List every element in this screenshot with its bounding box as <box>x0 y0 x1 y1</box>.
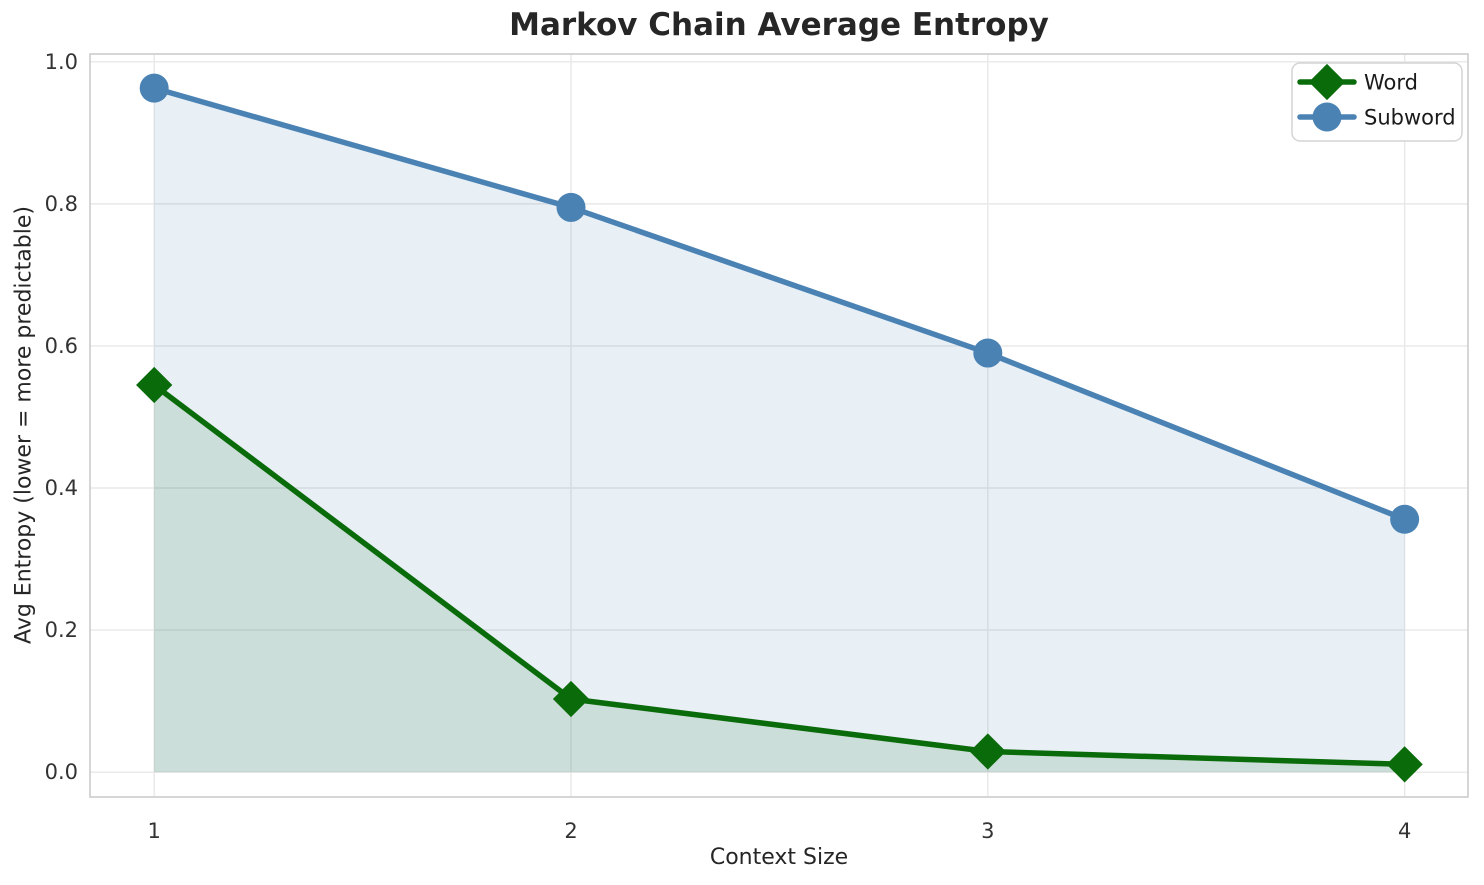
legend-label-word: Word <box>1364 71 1418 95</box>
marker-subword-4 <box>1390 504 1420 534</box>
x-tick-label-4: 4 <box>1398 819 1411 843</box>
y-tick-label-1.0: 1.0 <box>45 50 78 74</box>
y-tick-label-0.8: 0.8 <box>45 192 78 216</box>
legend-marker-subword <box>1312 102 1342 132</box>
marker-word-2 <box>552 680 590 718</box>
series-line-subword <box>151 85 1408 523</box>
x-tick-label-3: 3 <box>981 819 994 843</box>
marker-subword-3 <box>973 338 1003 368</box>
y-tick-label-0.0: 0.0 <box>45 760 78 784</box>
marker-word-4 <box>1386 746 1423 783</box>
y-tick-label-0.2: 0.2 <box>45 618 78 642</box>
y-tick-label-0.6: 0.6 <box>45 334 78 358</box>
series-line-word <box>151 382 1408 768</box>
plot-border <box>89 53 1469 798</box>
marker-word-3 <box>969 733 1006 770</box>
marker-word-1 <box>136 366 173 404</box>
area-fill-word <box>154 385 1405 773</box>
area-fill-subword <box>154 88 1405 773</box>
y-tick-label-0.4: 0.4 <box>45 476 78 500</box>
legend-label-subword: Subword <box>1364 106 1456 130</box>
legend-marker-word <box>1308 63 1346 101</box>
x-axis-label: Context Size <box>709 845 849 870</box>
x-tick-label-2: 2 <box>564 819 577 843</box>
x-tick-label-1: 1 <box>148 819 161 843</box>
chart-title: Markov Chain Average Entropy <box>509 7 1049 43</box>
marker-subword-1 <box>139 73 169 103</box>
marker-subword-2 <box>556 192 586 222</box>
